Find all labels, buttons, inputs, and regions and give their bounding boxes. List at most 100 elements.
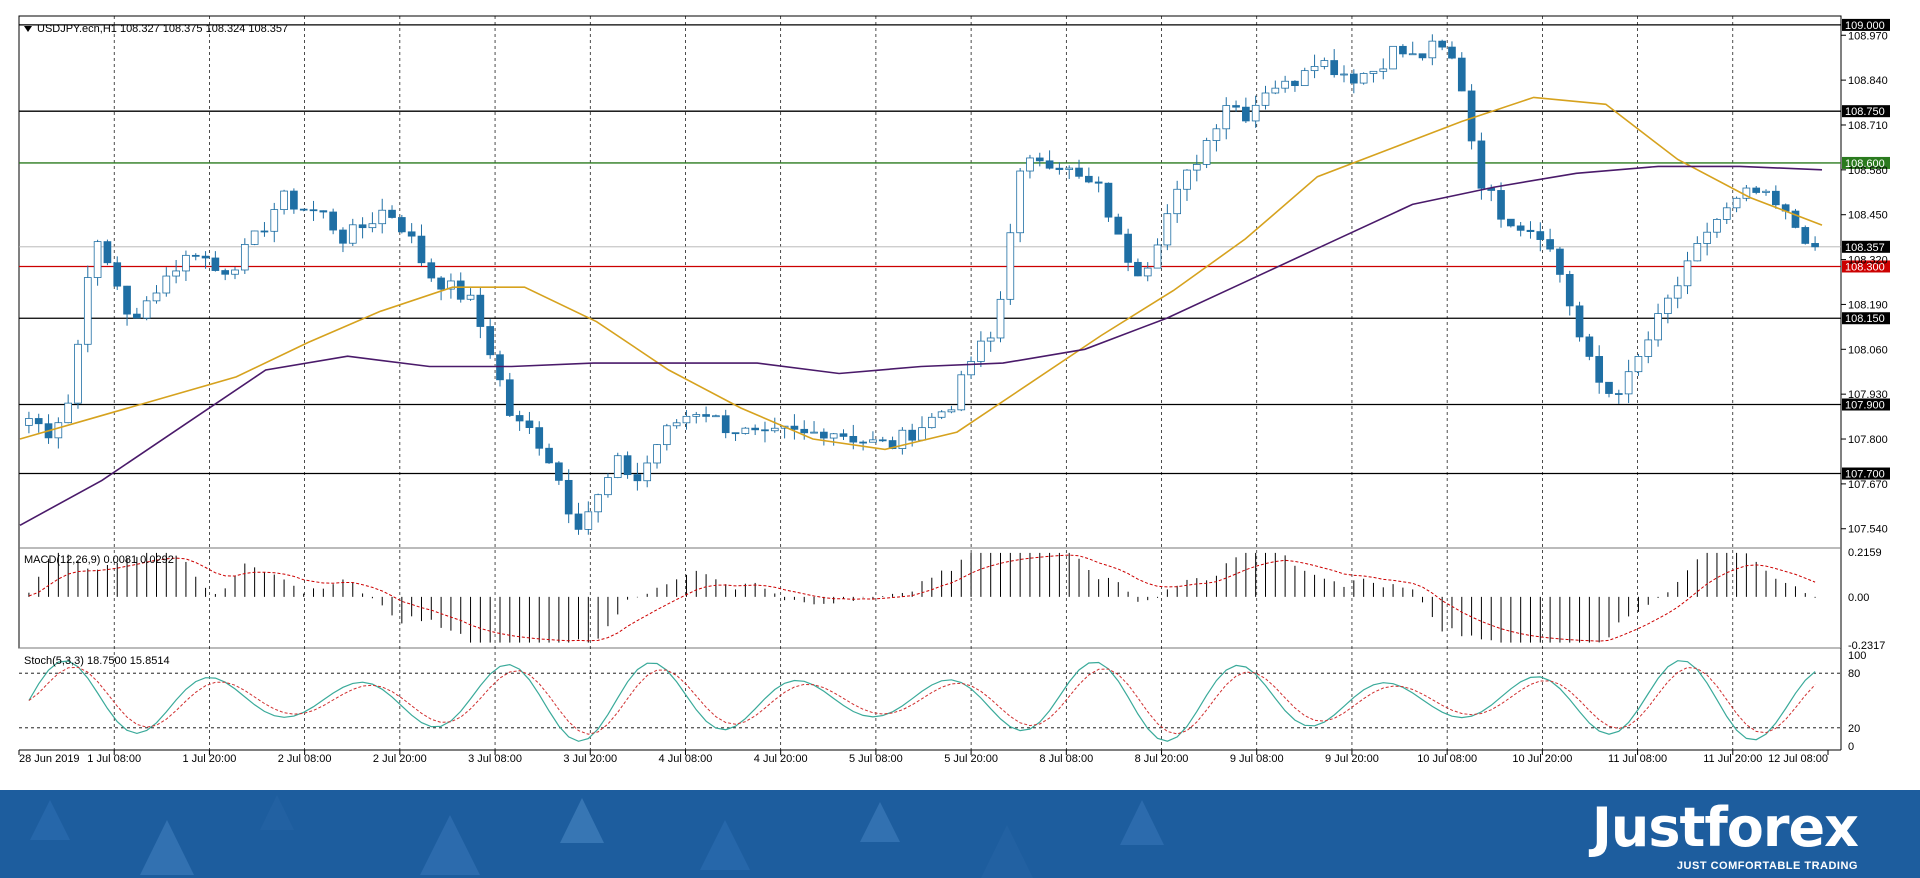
candle-body [653,444,661,464]
candle-body [977,340,985,362]
footer-decor-shape [560,798,604,843]
candle-body [927,416,936,429]
level-price-label: 107.900 [1845,400,1885,412]
candle-body [1624,371,1633,395]
candle-body [643,462,652,482]
candle-body [1683,260,1692,287]
candle-body [54,422,63,439]
price-tick-label: 107.800 [1848,434,1888,446]
candle-body [1320,60,1329,67]
candle-body [1006,232,1015,300]
candle-body [1811,243,1819,248]
candle-body [83,277,92,345]
candle-body [1330,60,1339,76]
candle-body [1300,70,1309,87]
time-tick-label: 28 Jun 2019 [19,753,80,765]
candle-body [486,326,495,356]
stoch-label: Stoch(5,3,3) 18.7500 15.8514 [24,655,170,667]
candle-body [888,440,897,449]
stoch-signal-line [28,666,1816,735]
candle-body [1153,244,1162,269]
candle-body [633,474,642,482]
candle-body [260,230,269,233]
price-tick-label: 108.450 [1848,210,1888,222]
candle-body [545,447,553,464]
candle-body [564,479,573,515]
ma-fast-line [19,96,1823,451]
candle-body [682,415,691,424]
time-tick-label: 1 Jul 08:00 [87,753,141,765]
candle-body [319,210,328,213]
trading-chart[interactable]: 109.000 108.750 108.600 108.300 108.150 107.9… [0,0,1920,790]
candle-body [162,275,171,294]
price-tick-label: 107.930 [1848,389,1888,401]
candle-body [1791,210,1800,228]
price-tick-label: 108.710 [1848,120,1888,132]
candle-body [1271,87,1280,94]
candle-body [1418,53,1427,59]
candle-body [1379,68,1388,72]
candle-body [123,285,131,315]
candle-body [1762,190,1770,193]
stoch-main-line [28,660,1816,742]
candle-body [407,231,416,237]
candle-body [584,511,593,530]
candle-body [1291,80,1299,87]
level-price-tag [1842,312,1890,325]
candle-body [290,190,298,210]
level-price-label: 107.700 [1845,469,1885,481]
candle-body [34,418,43,425]
candle-body [1772,190,1780,206]
level-price-tag [1842,156,1890,169]
candle-body [869,439,877,443]
candle-body [1143,267,1152,277]
macd-signal-line [28,554,1816,642]
level-price-label: 108.600 [1845,158,1885,170]
brand-name: Justforex [1591,796,1859,859]
candle-body [820,431,828,439]
candle-body [398,217,406,233]
candle-body [751,427,759,431]
candle-body [908,429,917,441]
level-price-tag [1842,105,1890,118]
candle-body [1605,381,1613,394]
candle-body [849,435,858,443]
triangle-down-icon[interactable] [24,26,32,32]
candle-body [1428,40,1437,59]
candle-body [466,294,475,300]
candle-body [918,427,926,441]
candle-body [721,415,730,434]
candle-body [1242,106,1250,122]
time-tick-label: 1 Jul 20:00 [183,753,237,765]
brand-logo[interactable]: Justforex JUST COMFORTABLE TRADING [1591,796,1859,873]
footer-decor-shape [260,795,294,830]
time-tick-label: 9 Jul 08:00 [1230,753,1284,765]
candle-body [1261,92,1270,106]
candle-body [1251,104,1260,122]
footer-banner [0,790,1920,878]
candle-body [172,270,180,277]
horizontal-levels: 109.000 108.750 108.600 108.300 108.150 107.9… [19,18,1890,481]
candle-body [761,429,769,432]
candle-body [299,208,308,211]
stoch-tick-label: 80 [1848,668,1860,680]
ma-slow-line [19,165,1823,527]
candle-body [1212,128,1221,141]
candle-body [996,298,1005,339]
candle-body [329,211,337,231]
candle-body [1644,339,1653,357]
time-tick-label: 3 Jul 20:00 [563,753,617,765]
time-tick-label: 11 Jul 20:00 [1703,753,1762,765]
candle-body [1713,219,1721,233]
candle-body [417,235,426,264]
candle-body [1222,105,1231,130]
level-price-tag [1842,467,1890,480]
candle-body [1202,140,1211,165]
candle-body [505,379,514,416]
candle-body [1673,285,1682,299]
candle-body [1408,53,1417,56]
footer-decor-shape [140,820,194,875]
price-tick-label: 107.540 [1848,524,1888,536]
candle-body [1654,313,1662,341]
candle-body [93,241,102,278]
